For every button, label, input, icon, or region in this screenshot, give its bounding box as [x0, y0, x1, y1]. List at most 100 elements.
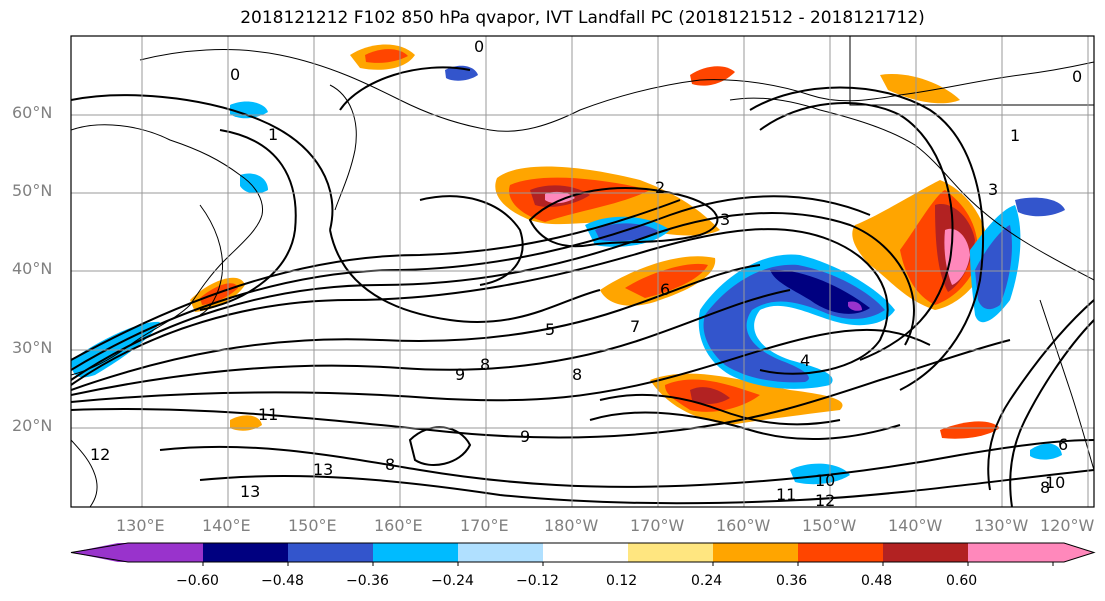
contour-line: [71, 339, 1011, 439]
lon-label: 140°W: [888, 516, 943, 535]
coastline: [329, 84, 357, 211]
positive-patch: [365, 49, 408, 63]
negative-patch: [848, 301, 862, 311]
contour-label: 8: [572, 365, 582, 384]
contour-label: 6: [660, 280, 670, 299]
contour-label: 8: [480, 355, 490, 374]
positive-patch: [230, 415, 262, 431]
positive-patch: [690, 66, 735, 86]
colorbar-extend-high: [968, 543, 1094, 562]
coastline: [729, 97, 1094, 281]
contour-label: 8: [385, 455, 395, 474]
colorbar-swatch: [713, 543, 798, 562]
contour-line: [749, 86, 984, 391]
colorbar-swatch: [883, 543, 968, 562]
contour-label: 0: [1072, 67, 1082, 86]
colorbar-swatch: [458, 543, 543, 562]
contour-line: [199, 469, 1094, 505]
coastline: [71, 439, 98, 507]
lon-label: 130°W: [974, 516, 1029, 535]
coastline: [71, 124, 264, 376]
colorbar-tick-label: −0.48: [261, 573, 304, 589]
lat-label: 60°N: [12, 103, 53, 122]
contour-line: [987, 299, 1094, 491]
coastline: [199, 204, 224, 316]
qvapor-shading: [71, 44, 1065, 485]
contour-line: [1009, 319, 1094, 507]
colorbar-swatch: [628, 543, 713, 562]
colorbar-extend-low: [71, 543, 203, 562]
colorbar-tick-label: 0.36: [776, 573, 808, 589]
contour-line: [71, 228, 889, 386]
contour-line: [589, 411, 901, 441]
negative-patch: [790, 463, 850, 485]
contour-label: 5: [545, 320, 555, 339]
lon-label: 170°W: [630, 516, 685, 535]
lon-label: 120°W: [1040, 516, 1095, 535]
colorbar-tick-label: −0.24: [431, 573, 474, 589]
negative-patch: [230, 101, 268, 119]
contour-line: [199, 129, 297, 311]
graticule: [71, 36, 1094, 507]
contour-label: 12: [90, 445, 110, 464]
positive-patch: [545, 191, 575, 204]
positive-patch: [690, 387, 730, 404]
contour-label: 10: [1045, 473, 1065, 492]
lon-label: 170°E: [460, 516, 509, 535]
contour-line: [759, 102, 954, 361]
colorbar-swatch: [543, 543, 628, 562]
lon-label: 150°W: [802, 516, 857, 535]
positive-patch: [625, 263, 708, 298]
contour-label: 4: [800, 351, 810, 370]
colorbar-tick-label: −0.36: [346, 573, 389, 589]
colorbar-outline: [70, 542, 1096, 563]
colorbar-tick-label: 0.60: [946, 573, 978, 589]
negative-patch: [595, 223, 660, 242]
contour-line: [71, 94, 334, 231]
contour-line: [528, 187, 719, 248]
contour-line: [419, 195, 524, 286]
contour-label: 2: [655, 178, 665, 197]
contour-label: 11: [776, 485, 796, 504]
lon-label: 180°W: [544, 516, 599, 535]
negative-patch: [770, 269, 870, 314]
colorbar-tick-label: −0.60: [176, 573, 219, 589]
contour-label: 9: [520, 427, 530, 446]
colorbar-tick-label: 0.24: [691, 573, 723, 589]
colorbar: [70, 542, 1096, 566]
contour-label: 11: [258, 405, 278, 424]
ivt-contours: [71, 66, 1094, 507]
coastline: [139, 49, 1094, 132]
contour-label: 1: [1010, 126, 1020, 145]
lon-label: 160°W: [716, 516, 771, 535]
colorbar-swatch: [798, 543, 883, 562]
contour-labels: 0 0 1 2 3 4 5 6 7 8 8 8 9 9 10 10 11 11 …: [90, 37, 1082, 507]
contour-label: 9: [455, 365, 465, 384]
negative-patch: [1015, 197, 1065, 217]
map-frame: [70, 35, 1095, 508]
contour-label: 6: [1058, 435, 1068, 454]
contour-line: [71, 328, 931, 403]
colorbar-tick-label: 0.48: [861, 573, 893, 589]
contour-line: [71, 212, 915, 381]
lon-label: 140°E: [202, 516, 251, 535]
contour-label: 13: [240, 482, 260, 501]
contour-line: [71, 264, 761, 391]
contour-label: 3: [720, 210, 730, 229]
contour-line: [159, 439, 1094, 488]
negative-patch: [975, 225, 1012, 310]
colorbar-swatch: [203, 543, 288, 562]
contour-label: 3: [988, 180, 998, 199]
lat-label: 40°N: [12, 259, 53, 278]
lat-label: 30°N: [12, 338, 53, 357]
contour-label: 8: [1040, 478, 1050, 497]
contour-label: 10: [815, 471, 835, 490]
contour-line: [71, 195, 871, 371]
negative-patch: [1030, 443, 1062, 460]
colorbar-tick-label: 0.12: [606, 573, 638, 589]
contour-line: [339, 66, 471, 111]
positive-patch: [880, 74, 960, 104]
lon-label: 160°E: [374, 516, 423, 535]
contour-line: [71, 199, 681, 361]
